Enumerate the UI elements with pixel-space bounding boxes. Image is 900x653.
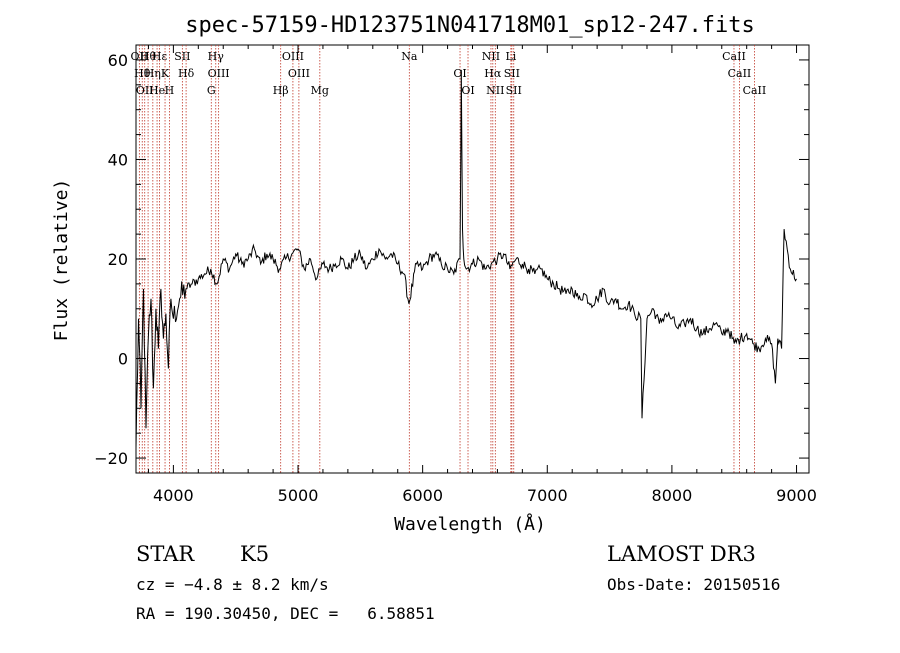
line-label-28: CaII (728, 67, 752, 80)
x-axis-ticks: 4000 5000 6000 7000 8000 9000 (147, 45, 817, 505)
line-label-11: G (207, 84, 216, 97)
line-label-29: CaII (743, 84, 767, 97)
spectral-subclass: K5 (240, 542, 269, 566)
y-axis-label: Flux (relative) (51, 179, 72, 342)
line-label-13: OIII (208, 67, 230, 80)
spectral-line-labels: OIIHθOIIHθHηHeHεKHSIIHδGHγOIIIHβOIIIOIII… (131, 50, 767, 97)
line-label-18: Na (401, 50, 418, 63)
x-tick-label-5: 9000 (776, 486, 817, 505)
y-tick-label-1: 0 (118, 350, 128, 369)
line-label-9: SII (174, 50, 190, 63)
x-tick-label-4: 8000 (652, 486, 693, 505)
y-tick-label-0: −20 (94, 449, 128, 468)
line-label-8: H (165, 84, 175, 97)
line-label-22: Hα (484, 67, 502, 80)
x-tick-label-3: 7000 (527, 486, 568, 505)
line-label-23: NII (486, 84, 504, 97)
y-tick-label-2: 20 (108, 250, 128, 269)
spectrum-line (135, 69, 797, 449)
line-label-21: NII (482, 50, 500, 63)
line-label-27: CaII (722, 50, 746, 63)
line-label-10: Hδ (178, 67, 195, 80)
x-tick-label-0: 4000 (153, 486, 194, 505)
line-label-26: SII (506, 84, 522, 97)
line-label-14: Hβ (273, 84, 289, 97)
y-tick-label-4: 60 (108, 51, 128, 70)
line-label-12: Hγ (208, 50, 225, 63)
line-label-24: Li (505, 50, 516, 63)
spectral-line-markers (138, 45, 755, 473)
redshift-cz: cz = −4.8 ± 8.2 km/s (136, 575, 329, 594)
line-label-6: Hε (152, 50, 168, 63)
line-label-2: OII (136, 84, 154, 97)
x-axis-label: Wavelength (Å) (394, 513, 546, 535)
line-label-17: Mg (311, 84, 329, 97)
line-label-7: K (161, 67, 170, 80)
x-tick-label-1: 5000 (278, 486, 319, 505)
plot-area (135, 44, 810, 474)
line-label-4: Hη (145, 67, 161, 80)
line-label-15: OIII (282, 50, 304, 63)
chart-title: spec-57159-HD123751N041718M01_sp12-247.f… (185, 13, 755, 38)
line-label-19: OI (453, 67, 466, 80)
line-label-16: OIII (288, 67, 310, 80)
coordinates: RA = 190.30450, DEC = 6.58851 (136, 604, 435, 623)
object-class: STAR (136, 542, 195, 566)
x-tick-label-2: 6000 (402, 486, 443, 505)
y-axis-ticks: −20 0 20 40 60 (94, 51, 809, 468)
observation-date: Obs-Date: 20150516 (607, 575, 780, 594)
line-label-20: OI (461, 84, 474, 97)
line-label-5: He (149, 84, 165, 97)
line-label-25: SII (504, 67, 520, 80)
line-label-1: Hθ (134, 67, 151, 80)
survey-name: LAMOST DR3 (607, 542, 756, 566)
y-tick-label-3: 40 (108, 150, 128, 169)
